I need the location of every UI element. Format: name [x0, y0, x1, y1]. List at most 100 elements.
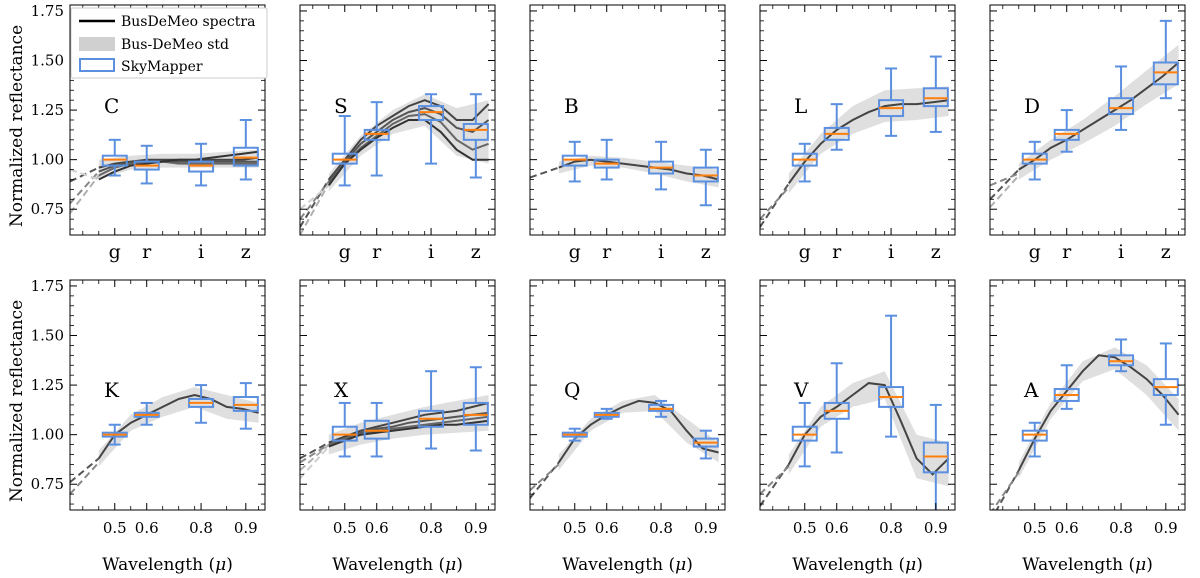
legend-std-label: Bus-DeMeo std: [121, 37, 229, 53]
class-label: L: [794, 94, 807, 118]
box-i: [648, 399, 675, 418]
box-iqr: [648, 403, 675, 412]
spectrum-extrapolation: [760, 465, 790, 495]
std-band: [328, 94, 489, 192]
std-band: [328, 395, 489, 455]
box-i: [418, 93, 445, 165]
spectrum-line: [328, 99, 490, 181]
box-iqr: [648, 160, 675, 175]
x-tick-label: 0.5: [1023, 519, 1047, 537]
panel-Q: 0.5 0.6 0.8 0.9 Q: [529, 279, 726, 537]
std-band: [1018, 347, 1179, 479]
x-tick-label: 0.6: [135, 519, 159, 537]
box-z: [1152, 19, 1179, 100]
box-i: [188, 384, 215, 424]
x-tick-label: i: [658, 241, 664, 263]
spectrum-line: [1018, 61, 1180, 171]
box-iqr: [1108, 97, 1135, 116]
box-i: [418, 370, 445, 450]
y-tick-label: 1.25: [31, 101, 64, 119]
y-axis-label-bottom: Normalized reflectance: [7, 300, 27, 502]
legend-frame: [70, 7, 268, 79]
spectrum-line: [557, 399, 719, 463]
spectrum-extrapolation: [530, 166, 560, 179]
spectrum-line: [97, 393, 259, 459]
x-tick-label: g: [339, 241, 351, 263]
box-r: [823, 103, 850, 151]
box-g: [791, 142, 818, 183]
spectrum-extrapolation: [70, 461, 100, 495]
x-tick-label: z: [1161, 241, 1171, 263]
x-tick-label: 0.9: [924, 519, 948, 537]
panel-A: 0.5 0.6 0.8 0.9 A: [989, 279, 1186, 537]
plot-area: [760, 55, 949, 228]
box-z: [692, 429, 719, 460]
panel-frame: [69, 279, 266, 511]
x-axis-label: Wavelength (μ): [102, 555, 233, 575]
box-r: [363, 401, 390, 458]
x-axis-label: Wavelength (μ): [792, 555, 923, 575]
plot-area: [530, 138, 719, 207]
box-r: [133, 144, 160, 185]
x-tick-label: r: [372, 241, 382, 263]
spectrum-extrapolation: [300, 443, 330, 472]
x-tick-label: 0.5: [103, 519, 127, 537]
legend-spectra-label: BusDeMeo spectra: [121, 14, 255, 30]
class-label: K: [104, 378, 120, 402]
x-axis-labels: Wavelength (μ) Wavelength (μ) Wavelength (…: [102, 555, 1153, 575]
x-axis-label: Wavelength (μ): [562, 555, 693, 575]
x-tick-label: i: [888, 241, 894, 263]
y-tick-label: 1.00: [31, 151, 64, 169]
box-r: [593, 407, 620, 420]
spectrum-line: [98, 150, 259, 181]
x-tick-label: z: [241, 241, 251, 263]
x-tick-label: z: [701, 241, 711, 263]
spectrum-extrapolation: [760, 463, 790, 507]
legend-skymapper-label: SkyMapper: [121, 59, 203, 75]
spectrum-extrapolation: [70, 170, 100, 204]
std-band: [788, 86, 949, 194]
spectrum-line: [787, 99, 949, 184]
plot-area: [70, 119, 259, 214]
x-tick-label: g: [799, 241, 811, 263]
panel-L: g r i z L: [759, 4, 956, 263]
x-tick-label: r: [832, 241, 842, 263]
x-tick-label: z: [931, 241, 941, 263]
box-g: [561, 140, 588, 183]
x-tick-label: i: [198, 241, 204, 263]
box-z: [462, 366, 489, 452]
box-i: [648, 140, 675, 191]
x-tick-label: 0.9: [234, 519, 258, 537]
box-i: [1108, 338, 1135, 373]
panels: 0.751.001.251.501.75g r i zCg r i zSg r i zBg r i zL…: [31, 2, 1186, 537]
x-tick-label: z: [471, 241, 481, 263]
std-band: [1018, 44, 1179, 180]
box-iqr: [878, 386, 905, 408]
box-z: [692, 148, 719, 207]
box-z: [462, 93, 489, 179]
box-g: [1021, 421, 1048, 458]
legend-skymapper-swatch: [79, 58, 115, 72]
spectrum-line: [1017, 354, 1180, 471]
box-iqr: [878, 99, 905, 118]
box-g: [561, 427, 588, 442]
class-label: B: [564, 94, 579, 118]
spectrum-extrapolation: [530, 463, 560, 491]
spectrum-extrapolation: [991, 471, 1020, 510]
x-tick-label: 0.8: [649, 519, 673, 537]
box-z: [1152, 342, 1179, 426]
box-z: [922, 55, 949, 133]
plot-area: [990, 19, 1180, 208]
panel-frame: [299, 279, 496, 511]
x-tick-label: g: [1029, 241, 1041, 263]
x-tick-label: g: [569, 241, 581, 263]
spectrum-extrapolation: [995, 469, 1020, 510]
box-z: [232, 382, 259, 430]
box-r: [1053, 364, 1080, 410]
spectrum-extrapolation: [990, 172, 1020, 187]
x-tick-label: r: [602, 241, 612, 263]
std-band: [98, 387, 259, 467]
box-i: [878, 67, 905, 137]
panel-X: 0.5 0.6 0.8 0.9 X: [299, 279, 496, 537]
x-tick-label: 0.9: [464, 519, 488, 537]
